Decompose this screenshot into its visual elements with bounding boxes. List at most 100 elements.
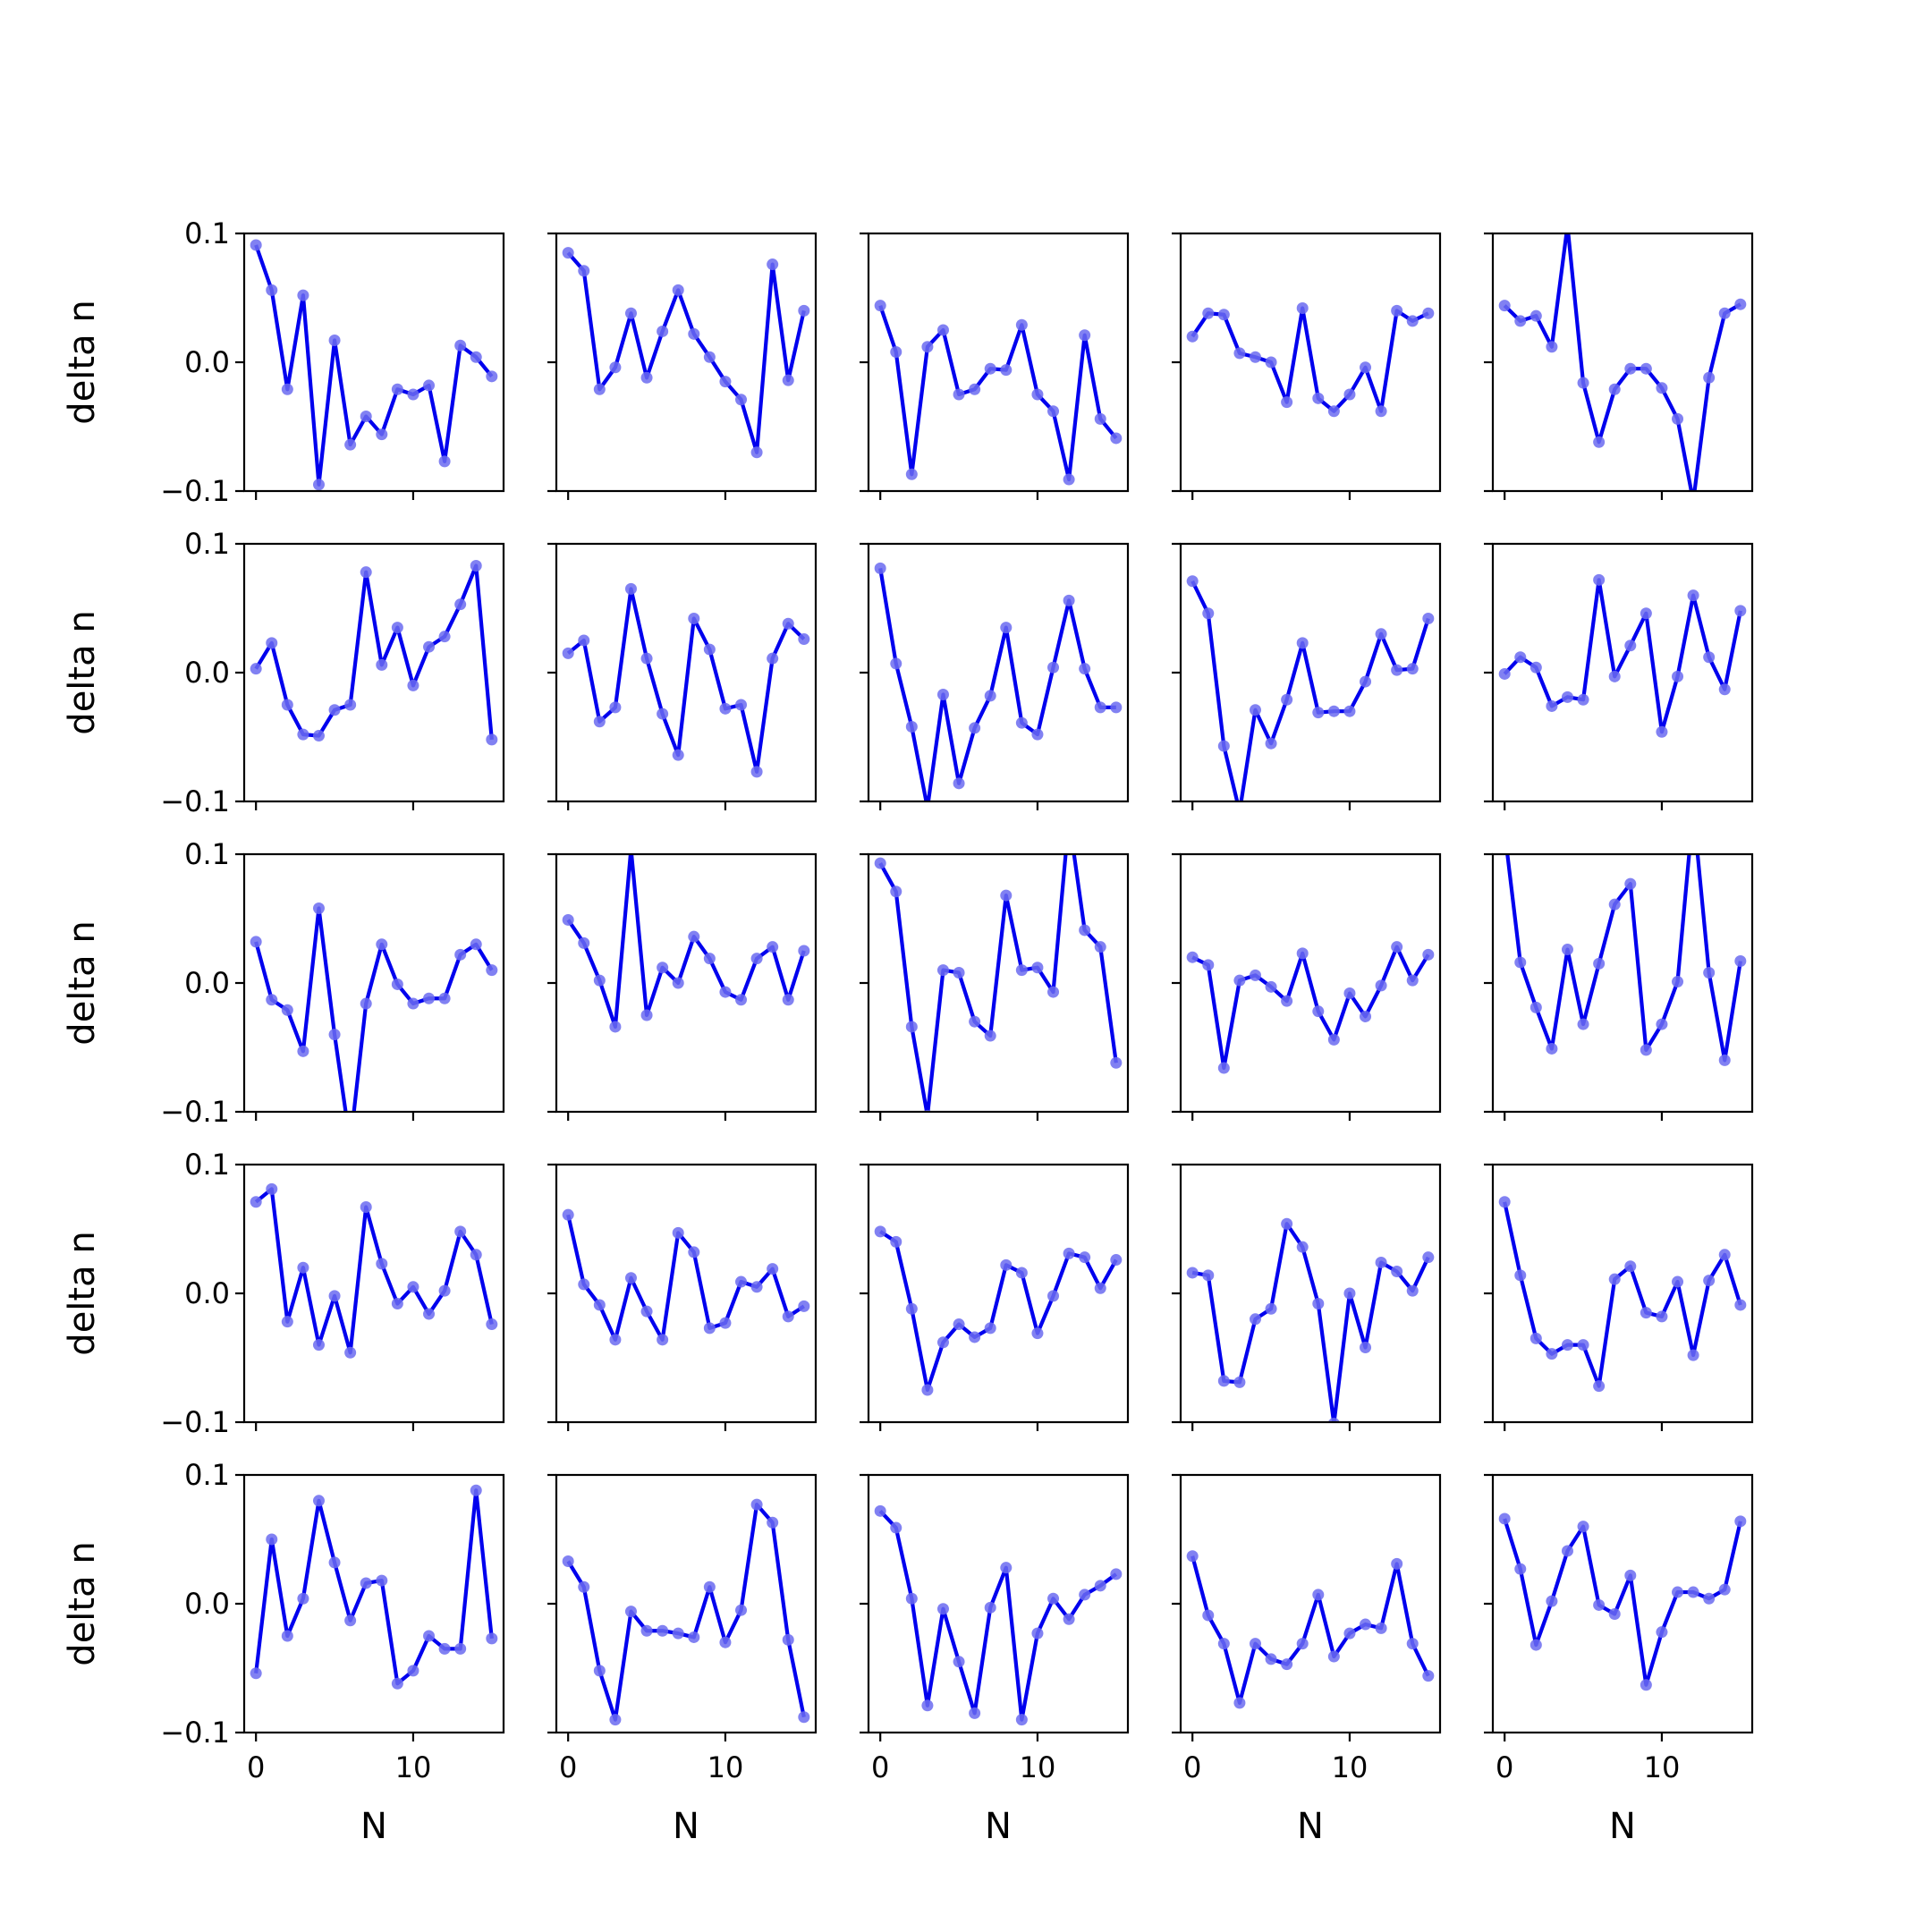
data-point [593, 716, 606, 728]
data-point [628, 854, 634, 855]
data-point [1593, 573, 1606, 586]
data-point [1360, 361, 1372, 374]
data-point [657, 325, 669, 337]
data-point [1015, 1714, 1028, 1726]
data-point [454, 339, 467, 352]
data-point [984, 1601, 996, 1614]
data-point [1217, 1062, 1230, 1074]
data-point [1249, 1638, 1261, 1650]
data-point [1375, 979, 1387, 992]
panel-r3-c3 [860, 852, 1130, 1121]
x-tick-label: 0 [871, 1750, 889, 1784]
y-tick-label: 0.1 [184, 527, 230, 561]
panel-r5-c1: −0.1 0.0 0.1 0 10 delta n N [62, 1458, 505, 1847]
data-point [250, 1196, 262, 1208]
data-point [1202, 307, 1215, 319]
data-point [874, 562, 886, 574]
panel-r1-c4 [1172, 232, 1442, 500]
data-point [1281, 693, 1293, 706]
series-line [878, 854, 1118, 1112]
data-point [719, 986, 732, 998]
data-point [281, 1630, 293, 1642]
data-point [609, 1714, 622, 1726]
axes-frame [242, 542, 505, 803]
data-point [798, 633, 810, 646]
data-point [688, 930, 700, 943]
series-group [1505, 854, 1747, 1066]
series-line [254, 564, 494, 741]
data-point [1343, 388, 1356, 401]
data-point [266, 1182, 278, 1195]
data-point [905, 1021, 918, 1033]
data-point [1249, 351, 1261, 363]
data-point [657, 1334, 669, 1346]
series-group [1186, 941, 1435, 1074]
data-point [1296, 1241, 1309, 1253]
data-point [1233, 1697, 1246, 1709]
data-point [1656, 725, 1668, 738]
panel-r2-c4 [1172, 542, 1442, 810]
series-line [1503, 233, 1741, 491]
data-point [1561, 691, 1573, 703]
data-point [344, 699, 357, 711]
data-point [562, 247, 574, 259]
data-point [936, 688, 949, 700]
data-point [1656, 1310, 1668, 1323]
data-point [1640, 1679, 1652, 1691]
panel-r5-c3: 0 10N [860, 1473, 1130, 1847]
data-point [1640, 1307, 1652, 1319]
data-point [1391, 1266, 1403, 1278]
data-point [1015, 318, 1028, 331]
data-point [1360, 675, 1372, 688]
data-point [1343, 1287, 1356, 1300]
data-point [1703, 371, 1716, 384]
y-tick-label: 0.1 [184, 1148, 230, 1182]
data-point [609, 1021, 622, 1033]
data-point [562, 913, 574, 926]
data-point [1281, 396, 1293, 409]
data-point [953, 966, 965, 979]
data-point [1703, 1275, 1716, 1287]
panel-r2-c3 [860, 542, 1130, 810]
data-point [1233, 1376, 1246, 1388]
data-point [1718, 1583, 1731, 1596]
data-point [1265, 980, 1277, 993]
data-point [1718, 1054, 1731, 1066]
data-point [735, 699, 748, 711]
data-point [328, 1290, 341, 1302]
y-axis-label: delta n [62, 920, 103, 1045]
axes-frame [555, 1163, 818, 1424]
data-point [703, 1580, 716, 1593]
series-group [1186, 575, 1435, 801]
data-point [360, 566, 372, 579]
data-point [454, 598, 467, 611]
data-point [1422, 1251, 1435, 1264]
data-point [1249, 1313, 1261, 1326]
data-point [609, 701, 622, 714]
series-group [1498, 1196, 1747, 1393]
data-point [1186, 1267, 1199, 1279]
data-point [1624, 877, 1637, 890]
axes-frame [1179, 1473, 1442, 1734]
data-point [360, 1201, 372, 1214]
panel-r5-c5: 0 10N [1484, 1473, 1754, 1847]
data-point [1186, 951, 1199, 963]
series-group [250, 559, 498, 746]
data-point [1608, 1273, 1621, 1285]
series-group [1186, 1217, 1435, 1422]
y-tick-label: 0.0 [184, 1276, 230, 1310]
data-point [281, 1004, 293, 1016]
series-group [562, 247, 810, 459]
data-point [486, 1632, 498, 1645]
x-tick-label: 10 [395, 1750, 432, 1784]
series-group [562, 1208, 810, 1346]
data-point [1094, 412, 1106, 425]
data-point [1281, 1217, 1293, 1230]
data-point [360, 1577, 372, 1589]
data-point [1672, 976, 1684, 988]
data-point [984, 1030, 996, 1042]
data-point [376, 428, 388, 441]
y-tick-label: 0.0 [184, 345, 230, 379]
data-point [1530, 661, 1542, 674]
